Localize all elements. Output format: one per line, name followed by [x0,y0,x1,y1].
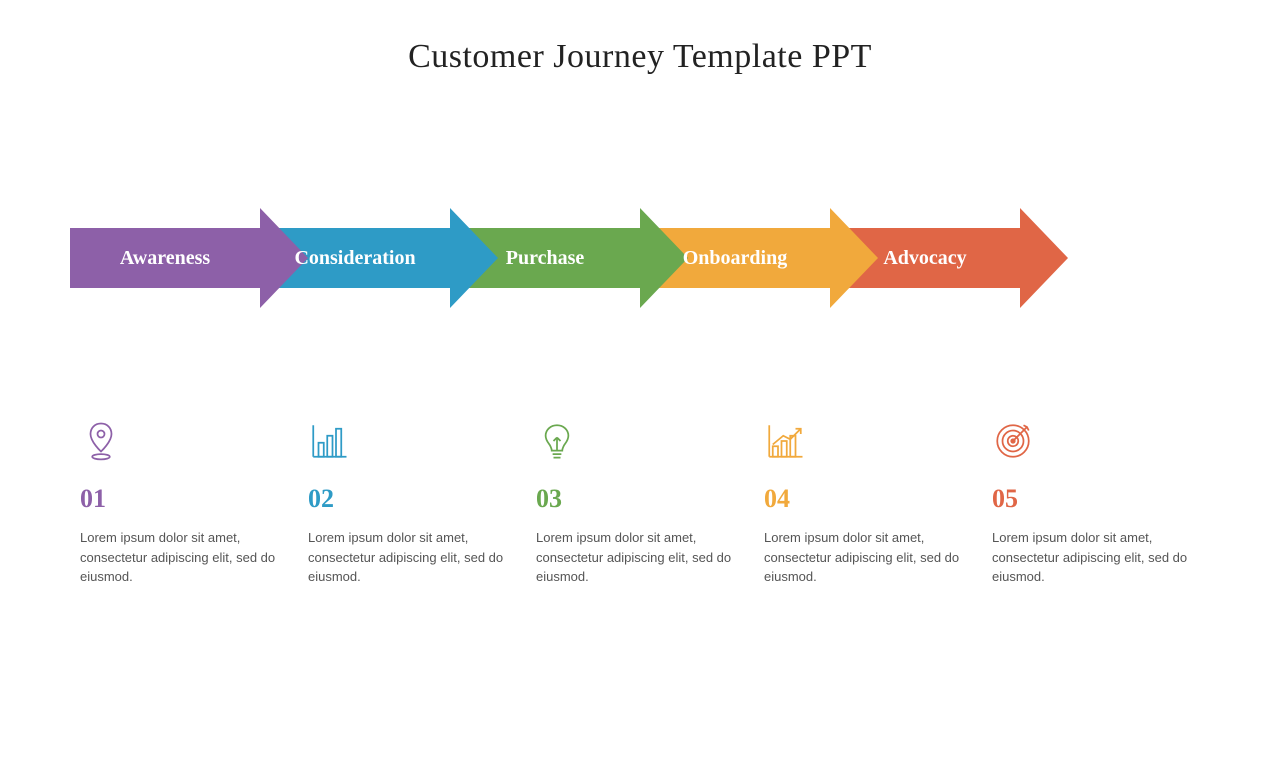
bar-chart-icon [308,420,506,466]
detail-body-text: Lorem ipsum dolor sit amet, consectetur … [80,528,278,587]
map-pin-icon [80,420,278,466]
detail-number: 01 [80,484,278,514]
detail-body-text: Lorem ipsum dolor sit amet, consectetur … [764,528,962,587]
journey-arrows-row: AdvocacyOnboardingPurchaseConsiderationA… [70,208,1230,328]
detail-column-awareness: 01 Lorem ipsum dolor sit amet, consectetu… [80,420,308,587]
growth-icon [764,420,962,466]
detail-number: 04 [764,484,962,514]
detail-column-consideration: 02 Lorem ipsum dolor sit amet, consectetu… [308,420,536,587]
detail-number: 02 [308,484,506,514]
target-icon [992,420,1190,466]
detail-column-purchase: 03 Lorem ipsum dolor sit amet, consectetu… [536,420,764,587]
detail-body-text: Lorem ipsum dolor sit amet, consectetur … [308,528,506,587]
page-title: Customer Journey Template PPT [0,38,1280,76]
journey-details-row: 01 Lorem ipsum dolor sit amet, consectetu… [80,420,1220,587]
detail-column-onboarding: 04 Lorem ipsum dolor sit amet, consectetu… [764,420,992,587]
detail-column-advocacy: 05 Lorem ipsum dolor sit amet, consectetu… [992,420,1220,587]
lightbulb-icon [536,420,734,466]
journey-arrow-awareness [70,208,308,308]
detail-number: 03 [536,484,734,514]
detail-body-text: Lorem ipsum dolor sit amet, consectetur … [992,528,1190,587]
detail-body-text: Lorem ipsum dolor sit amet, consectetur … [536,528,734,587]
detail-number: 05 [992,484,1190,514]
